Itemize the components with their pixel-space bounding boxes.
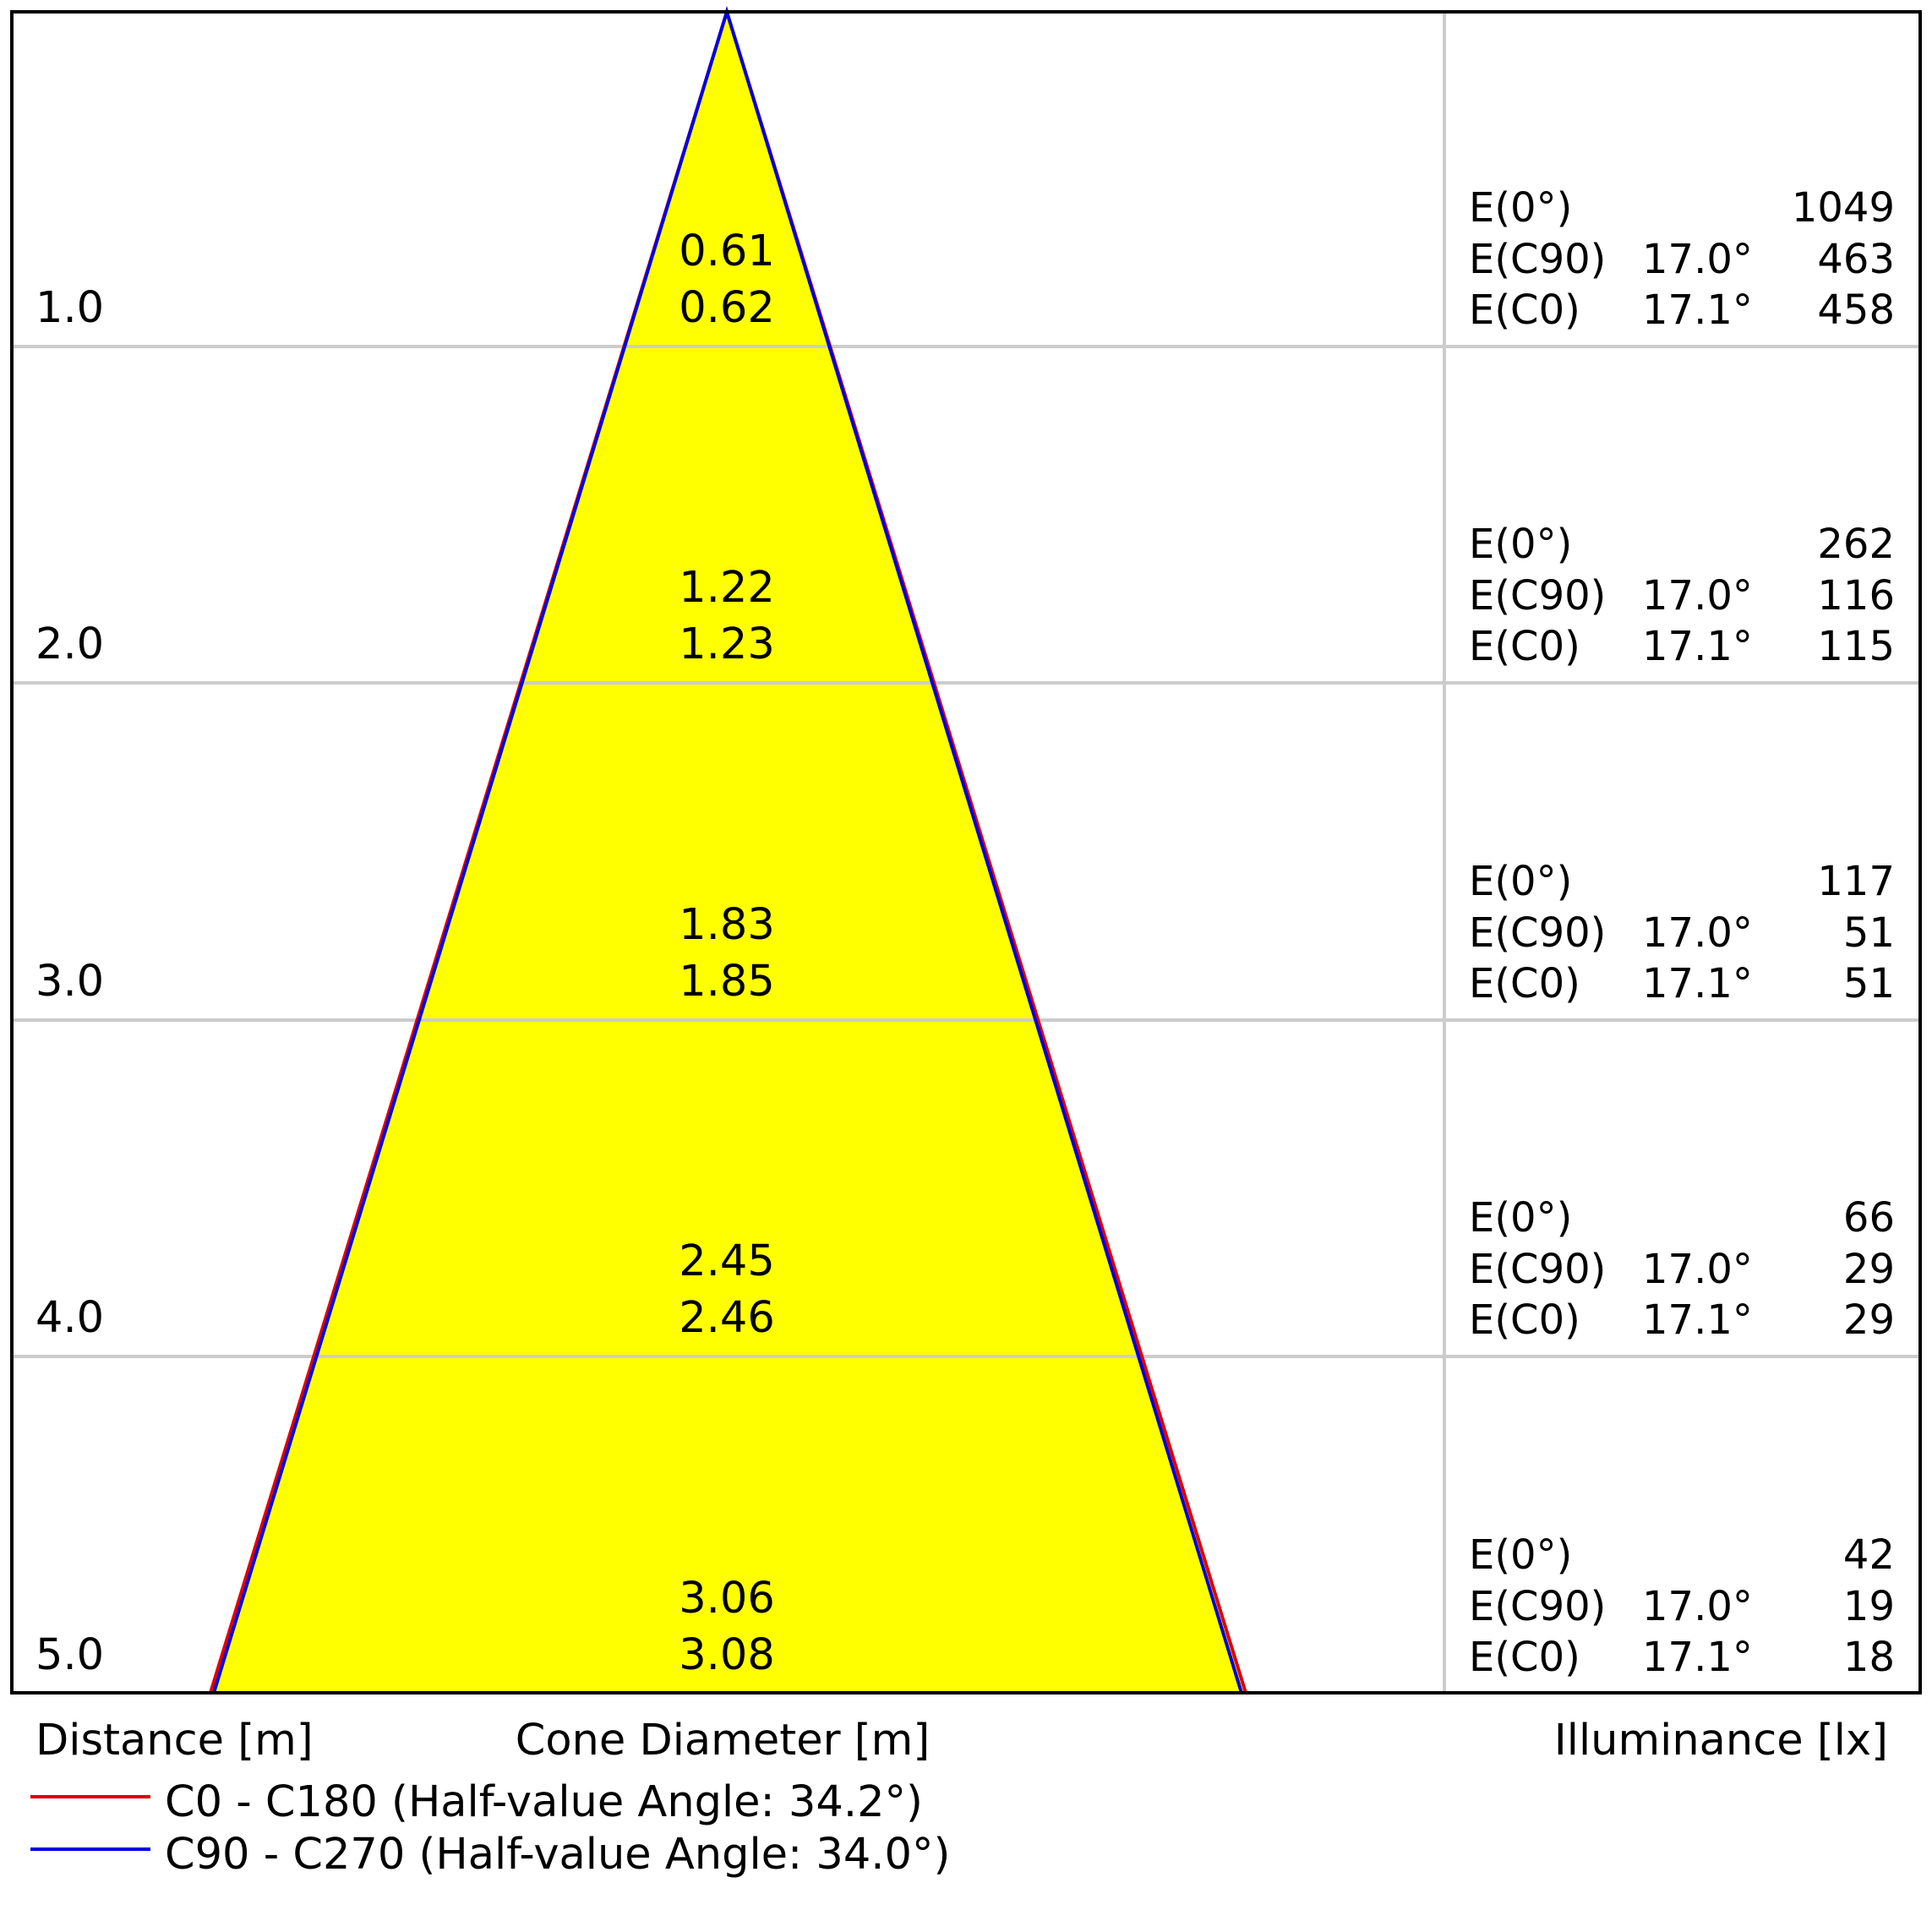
ec0-value: 18 [1843,1634,1895,1681]
ec0-value: 29 [1843,1296,1895,1344]
ec90-angle: 17.0° [1642,909,1753,957]
ec90-label: E(C90) [1469,909,1606,957]
distance-label: 1.0 [35,283,104,333]
cone-diameter-c0: 0.62 [679,283,775,333]
cone-diameter-c90: 3.06 [679,1574,775,1624]
cone-diameter-axis-label: Cone Diameter [m] [516,1716,931,1766]
ec90-angle: 17.0° [1642,1583,1753,1630]
e0-value: 117 [1817,858,1895,905]
e0-label: E(0°) [1469,1531,1572,1579]
cone-diameter-c0: 2.46 [679,1293,775,1343]
legend: C0 - C180 (Half-value Angle: 34.2°) C90 … [30,1777,950,1880]
ec90-angle: 17.0° [1642,572,1753,619]
ec0-angle: 17.1° [1642,623,1753,670]
cone-diameter-c90: 1.83 [679,900,775,950]
ec90-value: 51 [1843,909,1895,957]
row-3: 3.0 1.83 1.85 E(0°) 117 E(C90) 17.0° 51 … [35,858,1895,1007]
ec90-label: E(C90) [1469,572,1606,619]
distance-label: 4.0 [35,1293,104,1343]
ec0-label: E(C0) [1469,960,1580,1007]
cone-diameter-c90: 0.61 [679,226,775,276]
ec0-angle: 17.1° [1642,287,1753,334]
diagram-frame [10,10,1922,1695]
ec0-label: E(C0) [1469,287,1580,334]
legend-label-c0-c180: C0 - C180 (Half-value Angle: 34.2°) [165,1777,923,1827]
ec90-value: 463 [1817,236,1895,283]
row-1: 1.0 0.61 0.62 E(0°) 1049 E(C90) 17.0° 46… [35,184,1895,334]
cone-fill [212,12,1244,1693]
e0-label: E(0°) [1469,1194,1572,1242]
cone-diameter-c0: 3.08 [679,1630,775,1680]
ec0-angle: 17.1° [1642,960,1753,1007]
ec90-angle: 17.0° [1642,236,1753,283]
ec0-label: E(C0) [1469,1634,1580,1681]
e0-value: 42 [1843,1531,1895,1579]
ec0-label: E(C0) [1469,623,1580,670]
distance-label: 5.0 [35,1630,104,1680]
cone-diameter-c90: 1.22 [679,563,775,613]
ec90-label: E(C90) [1469,1583,1606,1630]
ec90-angle: 17.0° [1642,1246,1753,1293]
ec90-value: 29 [1843,1246,1895,1293]
ec90-value: 116 [1817,572,1895,619]
ec0-angle: 17.1° [1642,1634,1753,1681]
ec0-angle: 17.1° [1642,1296,1753,1344]
e0-label: E(0°) [1469,521,1572,568]
ec0-label: E(C0) [1469,1296,1580,1344]
e0-label: E(0°) [1469,184,1572,232]
row-2: 2.0 1.22 1.23 E(0°) 262 E(C90) 17.0° 116… [35,521,1895,670]
ec0-value: 51 [1843,960,1895,1007]
ec90-value: 19 [1843,1583,1895,1630]
e0-value: 66 [1843,1194,1895,1242]
cone-diameter-c90: 2.45 [679,1236,775,1286]
legend-label-c90-c270: C90 - C270 (Half-value Angle: 34.0°) [165,1830,950,1880]
cone-diameter-c0: 1.23 [679,619,775,669]
distance-axis-label: Distance [m] [35,1716,314,1766]
ec90-label: E(C90) [1469,1246,1606,1293]
distance-label: 2.0 [35,619,104,669]
ec0-value: 458 [1817,287,1895,334]
cone-diameter-c0: 1.85 [679,957,775,1007]
illuminance-axis-label: Illuminance [lx] [1554,1716,1888,1766]
e0-value: 1049 [1792,184,1895,232]
ec0-value: 115 [1817,623,1895,670]
e0-value: 262 [1817,521,1895,568]
distance-label: 3.0 [35,957,104,1007]
e0-label: E(0°) [1469,858,1572,905]
row-5: 5.0 3.06 3.08 E(0°) 42 E(C90) 17.0° 19 E… [35,1531,1895,1681]
ec90-label: E(C90) [1469,236,1606,283]
row-4: 4.0 2.45 2.46 E(0°) 66 E(C90) 17.0° 29 E… [35,1194,1895,1344]
